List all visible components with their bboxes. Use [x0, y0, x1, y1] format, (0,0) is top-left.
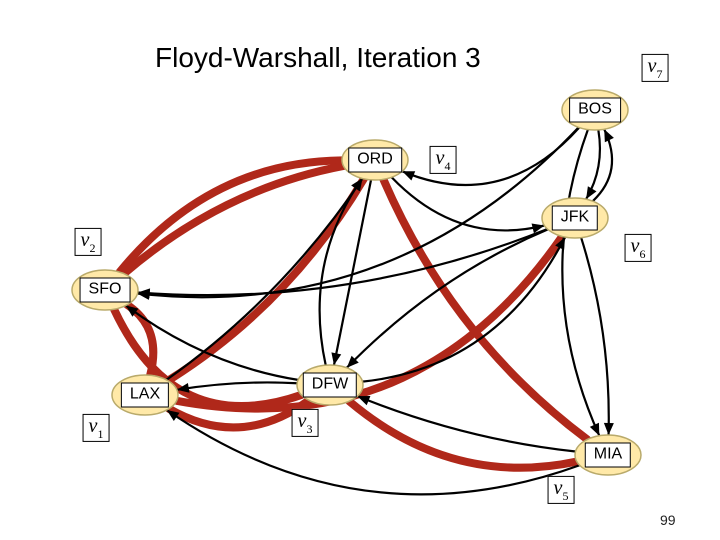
vertex-label-v1: v1	[83, 414, 110, 442]
page-number: 99	[660, 512, 676, 528]
page-title: Floyd-Warshall, Iteration 3	[155, 42, 481, 74]
node-label-dfw: DFW	[303, 373, 357, 398]
node-label-ord: ORD	[348, 148, 402, 173]
vertex-label-v5: v5	[548, 476, 575, 504]
node-label-sfo: SFO	[80, 278, 131, 303]
vertex-label-v2: v2	[75, 228, 102, 256]
vertex-label-v4: v4	[430, 146, 457, 174]
vertex-label-v6: v6	[625, 234, 652, 262]
vertex-label-v3: v3	[292, 409, 319, 437]
node-label-mia: MIA	[585, 443, 631, 468]
node-label-bos: BOS	[569, 98, 621, 123]
node-label-jfk: JFK	[552, 206, 598, 231]
node-label-lax: LAX	[121, 383, 169, 408]
vertex-label-v7: v7	[642, 54, 669, 82]
